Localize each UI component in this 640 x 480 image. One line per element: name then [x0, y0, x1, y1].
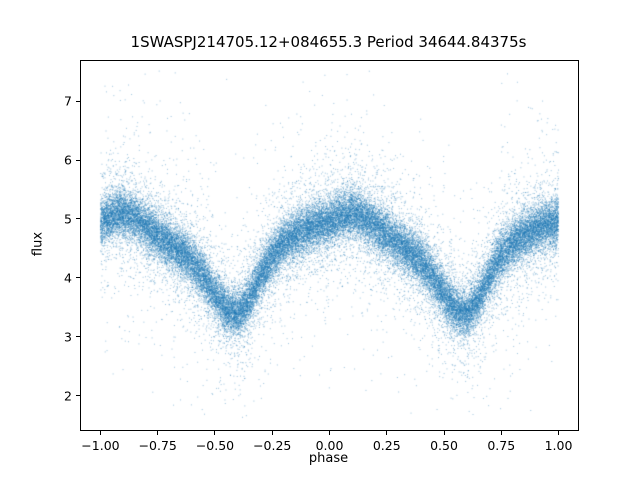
y-tick-label: 5 — [64, 211, 72, 227]
y-tick — [76, 277, 80, 279]
x-tick — [99, 431, 101, 435]
x-tick — [271, 431, 273, 435]
y-axis-label: flux — [30, 231, 46, 257]
y-tick — [76, 336, 80, 338]
x-tick-label: 1.00 — [544, 438, 573, 453]
y-tick — [76, 159, 80, 161]
y-tick-label: 6 — [64, 152, 72, 168]
x-tick — [500, 431, 502, 435]
x-tick — [386, 431, 388, 435]
x-tick-label: −0.25 — [253, 438, 292, 453]
x-tick-label: −1.00 — [81, 438, 120, 453]
x-tick-label: −0.50 — [195, 438, 235, 453]
x-tick — [558, 431, 560, 435]
x-tick — [214, 431, 216, 435]
x-tick — [443, 431, 445, 435]
x-tick-label: −0.75 — [138, 438, 177, 453]
y-tick-label: 3 — [64, 329, 72, 345]
x-tick-label: 0.50 — [430, 438, 458, 453]
y-tick-label: 2 — [64, 388, 72, 404]
x-tick-label: 0.00 — [315, 438, 344, 453]
x-tick-label: 0.75 — [487, 438, 516, 453]
chart-title: 1SWASPJ214705.12+084655.3 Period 34644.8… — [130, 33, 527, 51]
x-tick — [157, 431, 159, 435]
scatter-points-canvas — [81, 61, 578, 430]
x-tick — [329, 431, 330, 435]
y-tick-label: 7 — [64, 93, 72, 109]
plot-area: −1.00 −0.75 −0.50 −0.25 0.00 0.25 0.50 0.75 1.00… — [64, 60, 579, 453]
x-tick-label: 0.25 — [372, 438, 401, 453]
y-tick — [76, 395, 80, 397]
y-tick — [76, 218, 80, 220]
y-tick-label: 4 — [64, 270, 72, 286]
y-tick — [76, 100, 80, 102]
x-axis-label: phase — [308, 451, 349, 466]
